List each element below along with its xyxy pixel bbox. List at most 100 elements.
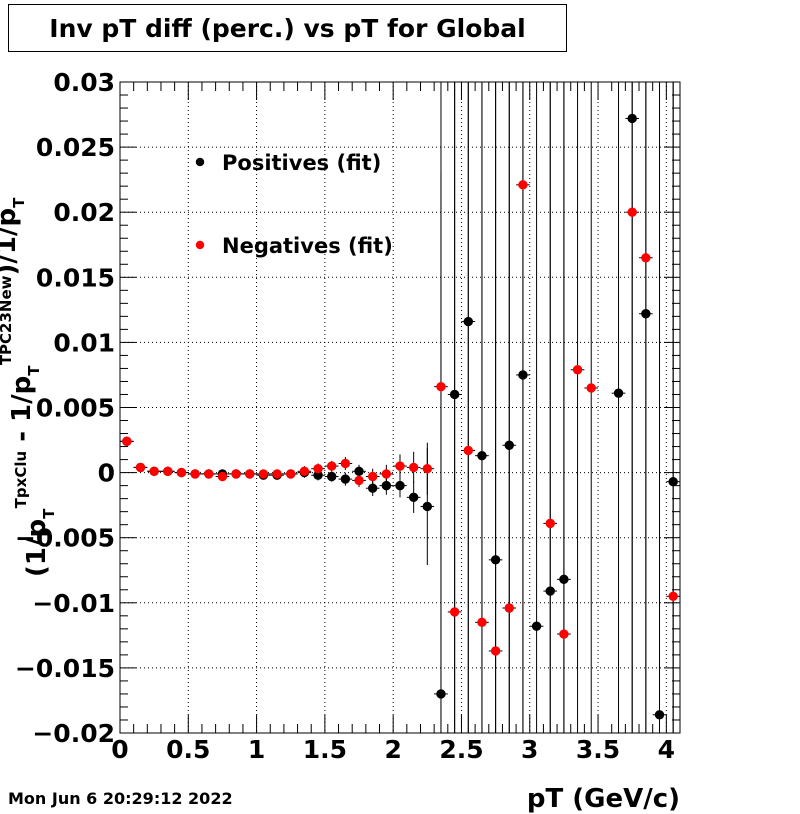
x-tick-label: 2 bbox=[384, 735, 401, 764]
y-tick-label: 0 bbox=[98, 459, 115, 488]
negatives-point bbox=[436, 381, 446, 392]
y-tick-label: −0.01 bbox=[32, 589, 115, 618]
negatives-point bbox=[204, 469, 214, 479]
markers bbox=[122, 113, 678, 720]
positives-point bbox=[381, 480, 392, 491]
negatives-point bbox=[572, 365, 583, 375]
negatives-point bbox=[449, 607, 460, 617]
x-tick-label: 2.5 bbox=[439, 735, 483, 764]
x-tick-label: 4 bbox=[658, 735, 675, 764]
y-tick-label: 0.025 bbox=[36, 133, 115, 162]
y-tick-label: 0.005 bbox=[36, 394, 115, 423]
positives-point bbox=[504, 440, 514, 450]
negatives-point bbox=[627, 207, 637, 217]
legend-marker bbox=[195, 240, 205, 250]
y-axis-title: (1/pTTpxClu - 1/pTTPC23New)/1/pTTPC23New bbox=[0, 107, 58, 577]
negatives-point bbox=[641, 253, 651, 263]
positives-point bbox=[477, 450, 487, 461]
positives-point bbox=[641, 309, 651, 319]
negatives-point bbox=[490, 646, 501, 656]
positives-point bbox=[408, 492, 419, 503]
negatives-point bbox=[176, 467, 187, 478]
x-tick-label: 1.5 bbox=[303, 735, 347, 764]
y-title-sub: T bbox=[25, 365, 43, 376]
negatives-point bbox=[286, 469, 296, 479]
grid bbox=[119, 81, 680, 734]
y-tick-label: 0.01 bbox=[53, 328, 115, 357]
positives-point bbox=[627, 113, 637, 124]
positives-point bbox=[395, 480, 405, 491]
negatives-point bbox=[163, 466, 173, 476]
y-tick-label: −0.02 bbox=[32, 719, 115, 748]
y-tick-label: 0.015 bbox=[36, 263, 115, 292]
legend-marker bbox=[195, 157, 205, 167]
y-title-sub: T bbox=[40, 508, 58, 519]
negatives-point bbox=[504, 603, 514, 613]
x-tick-label: 0.5 bbox=[166, 735, 210, 764]
negatives-point bbox=[340, 458, 351, 469]
negatives-point bbox=[463, 445, 473, 456]
y-title-text: - 1/p bbox=[7, 376, 37, 451]
negatives-point bbox=[477, 617, 487, 628]
legend-label: Negatives (fit) bbox=[222, 234, 393, 258]
y-title-sup: TPC23New bbox=[0, 275, 15, 365]
x-tick-label: 3 bbox=[521, 735, 538, 764]
y-title-text: )/1/p bbox=[0, 208, 22, 276]
positives-point bbox=[559, 574, 569, 585]
positives-point bbox=[613, 388, 624, 398]
y-title-sup: TpxClu bbox=[12, 451, 30, 508]
y-title-text: (1/p bbox=[22, 519, 52, 577]
positives-point bbox=[668, 477, 678, 487]
negatives-point bbox=[545, 518, 555, 529]
legend: Positives (fit) Negatives (fit) bbox=[195, 151, 393, 258]
negatives-point bbox=[354, 475, 364, 486]
positives-point bbox=[422, 501, 433, 512]
positives-point bbox=[463, 316, 473, 327]
negatives-point bbox=[313, 463, 323, 474]
negatives-point bbox=[518, 180, 528, 190]
legend-label: Positives (fit) bbox=[222, 151, 381, 175]
positives-point bbox=[436, 689, 446, 699]
y-tick-label: 0.03 bbox=[53, 68, 115, 97]
negatives-point bbox=[381, 469, 392, 479]
negatives-point bbox=[408, 462, 419, 473]
y-tick-label: −0.005 bbox=[15, 524, 115, 553]
x-tick-label: 3.5 bbox=[576, 735, 620, 764]
positives-point bbox=[545, 586, 555, 596]
negatives-point bbox=[668, 591, 678, 601]
tick-labels: 0 0.5 1 1.5 2 2.5 3 3.5 4 −0.02 −0.015 −0.01 −0.005 0… bbox=[15, 68, 675, 764]
negatives-point bbox=[122, 436, 132, 447]
positives-point bbox=[327, 471, 337, 482]
x-axis-title: pT (GeV/c) bbox=[527, 784, 680, 814]
positives-point bbox=[531, 621, 542, 631]
negatives-point bbox=[422, 463, 433, 474]
timestamp: Mon Jun 6 20:29:12 2022 bbox=[8, 789, 233, 808]
positives-point bbox=[654, 710, 665, 720]
y-tick-label: −0.015 bbox=[15, 654, 115, 683]
negatives-point bbox=[367, 471, 378, 482]
x-tick-label: 0 bbox=[111, 735, 128, 764]
chart-title: Inv pT diff (perc.) vs pT for Global bbox=[8, 4, 567, 52]
x-tick-label: 1 bbox=[248, 735, 265, 764]
negatives-point bbox=[135, 462, 146, 473]
negatives-point bbox=[217, 471, 228, 482]
positives-point bbox=[518, 370, 528, 380]
negatives-point bbox=[190, 469, 200, 479]
y-title-sub: T bbox=[10, 197, 28, 208]
positives-point bbox=[490, 555, 501, 565]
negatives-point bbox=[395, 461, 405, 471]
positives-point bbox=[354, 466, 364, 476]
negatives-point bbox=[586, 383, 596, 393]
positives-point bbox=[449, 389, 460, 400]
negatives-point bbox=[299, 466, 310, 476]
negatives-point bbox=[258, 469, 269, 479]
axes bbox=[119, 81, 681, 734]
negatives-point bbox=[327, 461, 337, 471]
positives-point bbox=[367, 483, 378, 493]
negatives-point bbox=[272, 469, 282, 479]
negatives-point bbox=[149, 466, 159, 476]
positives-point bbox=[340, 474, 351, 484]
y-tick-label: 0.02 bbox=[53, 198, 115, 227]
negatives-point bbox=[559, 629, 569, 639]
